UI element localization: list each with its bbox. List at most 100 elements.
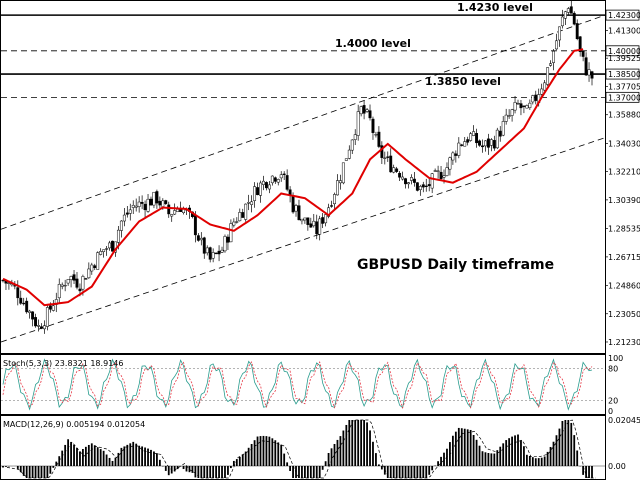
candle-body xyxy=(504,114,508,122)
macd-bar xyxy=(173,466,176,472)
candle xyxy=(418,184,422,196)
candle xyxy=(380,141,384,164)
candle xyxy=(546,67,550,87)
macd-bar xyxy=(126,444,129,466)
macd-bar xyxy=(460,428,463,466)
macd-bar xyxy=(31,466,34,478)
candle xyxy=(519,99,523,116)
macd-bar xyxy=(306,466,309,478)
candle xyxy=(45,304,49,331)
candle xyxy=(270,175,274,186)
candle xyxy=(466,136,470,146)
candle xyxy=(22,297,26,306)
candle xyxy=(125,206,129,218)
macd-bar xyxy=(232,460,235,466)
price-tick-label: 1.37705 xyxy=(608,82,640,91)
macd-bar xyxy=(40,466,43,478)
candle-body xyxy=(315,221,319,235)
candle xyxy=(297,199,301,221)
candle xyxy=(498,126,502,142)
macd-bar xyxy=(490,453,493,466)
candle-body xyxy=(140,202,144,204)
candle xyxy=(99,248,103,256)
candle-body xyxy=(116,229,120,243)
macd-tick-label: 0.00 xyxy=(608,462,626,471)
candle xyxy=(34,313,38,328)
macd-bar xyxy=(528,455,531,466)
candle-body xyxy=(108,242,112,249)
candlesticks xyxy=(1,0,594,334)
candle-body xyxy=(442,175,446,178)
stoch-tick-label: 100 xyxy=(608,354,623,363)
candle-body xyxy=(392,167,396,173)
stoch-signal-line xyxy=(2,360,593,410)
candle-body xyxy=(457,142,461,156)
candle-body xyxy=(516,102,520,105)
macd-bar xyxy=(466,429,469,466)
candle xyxy=(347,145,351,160)
candle-body xyxy=(407,182,410,185)
candle xyxy=(344,158,348,161)
macd-label: MACD(12,26,9) 0.005194 0.012054 xyxy=(3,420,145,429)
candle-body xyxy=(87,268,91,279)
candle-body xyxy=(22,302,26,305)
candle xyxy=(513,95,517,114)
candle-body xyxy=(418,186,422,190)
macd-bar xyxy=(389,466,392,478)
candle-body xyxy=(309,223,313,228)
candle-body xyxy=(193,215,197,236)
macd-bar xyxy=(321,466,324,470)
candle-body xyxy=(202,237,206,254)
candle-body xyxy=(75,278,79,288)
candle-body xyxy=(264,182,268,189)
macd-bar xyxy=(540,457,543,466)
macd-bar xyxy=(576,450,579,466)
candle xyxy=(510,108,514,122)
candle xyxy=(253,182,257,208)
candle xyxy=(128,203,132,221)
candle-body xyxy=(134,205,138,208)
macd-bar xyxy=(156,453,158,466)
candle-body xyxy=(321,217,325,224)
candle-body xyxy=(486,138,490,148)
candle xyxy=(389,148,393,173)
price-tick-label: 1.30390 xyxy=(608,196,640,205)
candle-body xyxy=(244,203,248,220)
candle-body xyxy=(69,276,73,280)
support-resistance-levels xyxy=(1,14,605,98)
macd-bar xyxy=(96,447,99,466)
candle-body xyxy=(478,140,481,146)
macd-bar xyxy=(537,458,540,466)
candle-body xyxy=(273,177,277,182)
candle xyxy=(309,217,313,228)
macd-bar xyxy=(67,439,70,466)
macd-bar xyxy=(215,466,218,478)
candle-body xyxy=(161,200,165,207)
macd-bar xyxy=(564,420,567,466)
candle-body xyxy=(415,182,419,191)
candle-body xyxy=(99,251,103,255)
candle-body xyxy=(155,191,159,204)
macd-bar xyxy=(87,444,90,466)
macd-bar xyxy=(428,466,431,475)
macd-bar xyxy=(401,466,404,478)
candle xyxy=(131,200,135,215)
candle-body xyxy=(152,191,156,206)
macd-bar xyxy=(135,443,138,466)
candle-body xyxy=(208,247,212,260)
candle xyxy=(415,182,419,192)
macd-bar xyxy=(573,435,576,466)
macd-bar xyxy=(218,466,220,478)
candle xyxy=(377,126,381,149)
candle xyxy=(531,94,535,105)
macd-bar xyxy=(309,466,312,478)
candle xyxy=(374,131,378,138)
candle xyxy=(427,178,431,192)
stoch-main-line xyxy=(2,358,593,411)
candle xyxy=(259,180,262,203)
candle-body xyxy=(294,205,298,212)
candle-body xyxy=(220,249,224,253)
channel-lower-line xyxy=(0,137,606,343)
